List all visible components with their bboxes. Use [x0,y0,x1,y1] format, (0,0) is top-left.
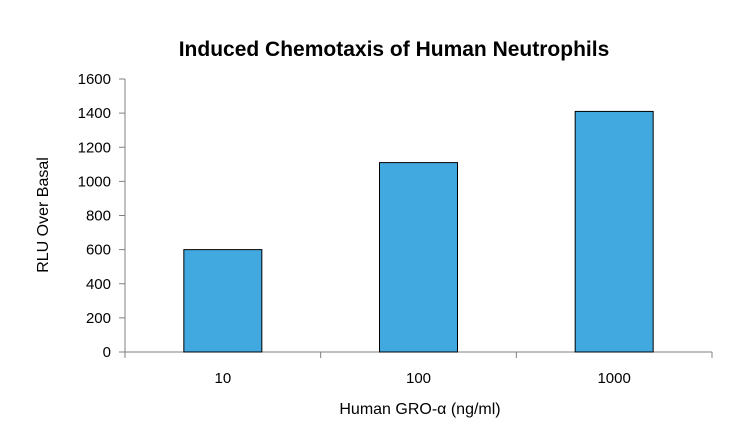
y-tick-label: 800 [86,208,111,225]
y-tick-label: 600 [86,242,111,259]
bar [379,162,458,353]
chart-title: Induced Chemotaxis of Human Neutrophils [179,38,610,61]
y-tick-label: 1200 [78,139,111,156]
plot-area: 0 200 400 600 800 1000 1200 1400 1600 10 100 1000 [78,71,713,387]
y-tick-label: 1600 [78,71,111,88]
y-tick-label: 200 [86,310,111,327]
y-tick-label: 0 [103,344,111,361]
x-tick-label: 10 [214,370,231,387]
y-tick-label: 1400 [78,105,111,122]
x-tick-label: 100 [406,370,431,387]
y-tick-label: 400 [86,276,111,293]
x-axis-title: Human GRO-α (ng/ml) [339,401,500,418]
y-axis-title: RLU Over Basal [35,157,52,273]
bar [574,110,654,353]
x-tick-label: 1000 [597,370,630,387]
bar [183,249,263,353]
y-tick-label: 1000 [78,173,111,190]
